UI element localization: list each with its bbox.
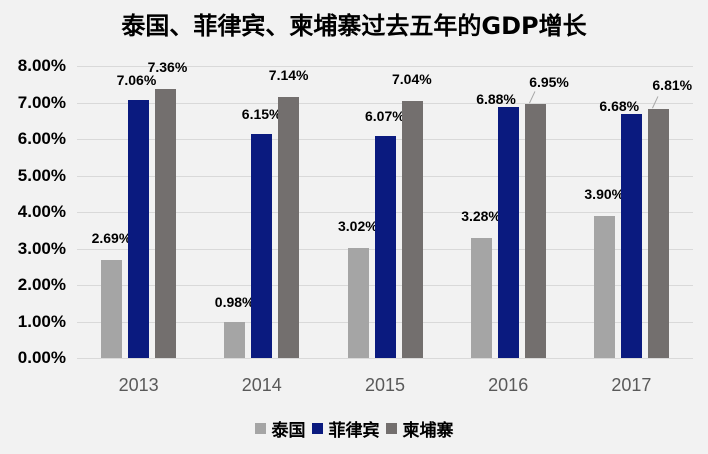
chart-title: 泰国、菲律宾、柬埔寨过去五年的GDP增长 [121, 12, 587, 40]
data-label: 7.04% [392, 71, 432, 88]
data-label: 0.98% [214, 294, 255, 311]
legend-item: 柬埔寨 [385, 416, 454, 441]
gridline [77, 102, 693, 104]
plot-area: 2.69% 7.06% 7.36% 0.98% 6.15% 7.14% 3.02% 6.07%… [77, 59, 693, 359]
legend-label: 柬埔寨 [402, 421, 454, 441]
bar-2016-0 [470, 238, 492, 358]
gridline [77, 358, 693, 359]
bar-2015-1 [374, 136, 396, 358]
bar-2017-2 [647, 109, 669, 358]
bar-2013-1 [128, 100, 150, 358]
bar-2017-0 [593, 215, 615, 358]
data-label: 6.95% [529, 74, 569, 91]
bar-2015-0 [347, 247, 369, 358]
data-label: 6.15% [241, 105, 282, 122]
y-tick-label: 3.00% [17, 238, 66, 258]
y-tick-label: 5.00% [17, 165, 66, 185]
data-label: 7.06% [116, 72, 157, 89]
data-label: 6.81% [652, 77, 693, 94]
x-tick-label: 2016 [488, 375, 529, 395]
data-label: 2.69% [91, 229, 132, 246]
bar-2013-0 [101, 259, 123, 358]
bar-2013-2 [155, 89, 177, 358]
y-tick-label: 2.00% [17, 275, 66, 294]
data-label: 6.07% [365, 108, 405, 125]
y-tick-label: 7.00% [17, 92, 66, 112]
data-label: 3.02% [338, 217, 378, 234]
legend-item: 菲律宾 [311, 416, 380, 441]
x-tick-label: 2015 [364, 375, 406, 395]
gridline [77, 66, 693, 67]
data-label: 3.90% [584, 185, 625, 202]
y-tick-label: 6.00% [17, 129, 66, 148]
legend: 泰国 菲律宾 柬埔寨 [0, 416, 708, 441]
data-label: 7.36% [147, 59, 188, 76]
bar-2017-1 [620, 114, 642, 358]
bar-2016-1 [497, 106, 519, 358]
legend-label: 菲律宾 [328, 421, 380, 441]
legend-swatch-icon [385, 423, 397, 434]
bar-2014-1 [251, 133, 273, 358]
y-tick-label: 1.00% [17, 311, 66, 331]
y-tick-label: 4.00% [17, 202, 66, 221]
data-label: 7.14% [268, 67, 309, 84]
legend-swatch-icon [254, 423, 266, 434]
x-tick-label: 2017 [611, 375, 652, 395]
data-label: 3.28% [461, 208, 501, 225]
data-label: 6.68% [599, 98, 640, 115]
legend-item: 泰国 [254, 416, 306, 441]
legend-swatch-icon [311, 423, 323, 434]
bar-2014-2 [278, 97, 300, 358]
y-tick-label: 0.00% [17, 348, 66, 367]
x-tick-label: 2013 [118, 375, 159, 395]
legend-label: 泰国 [271, 421, 306, 441]
x-tick-label: 2014 [241, 375, 282, 395]
bar-2015-2 [401, 101, 423, 358]
data-label: 6.88% [476, 90, 516, 107]
y-tick-label: 8.00% [17, 56, 66, 75]
bar-2016-2 [524, 104, 546, 358]
bar-2014-0 [224, 322, 246, 358]
